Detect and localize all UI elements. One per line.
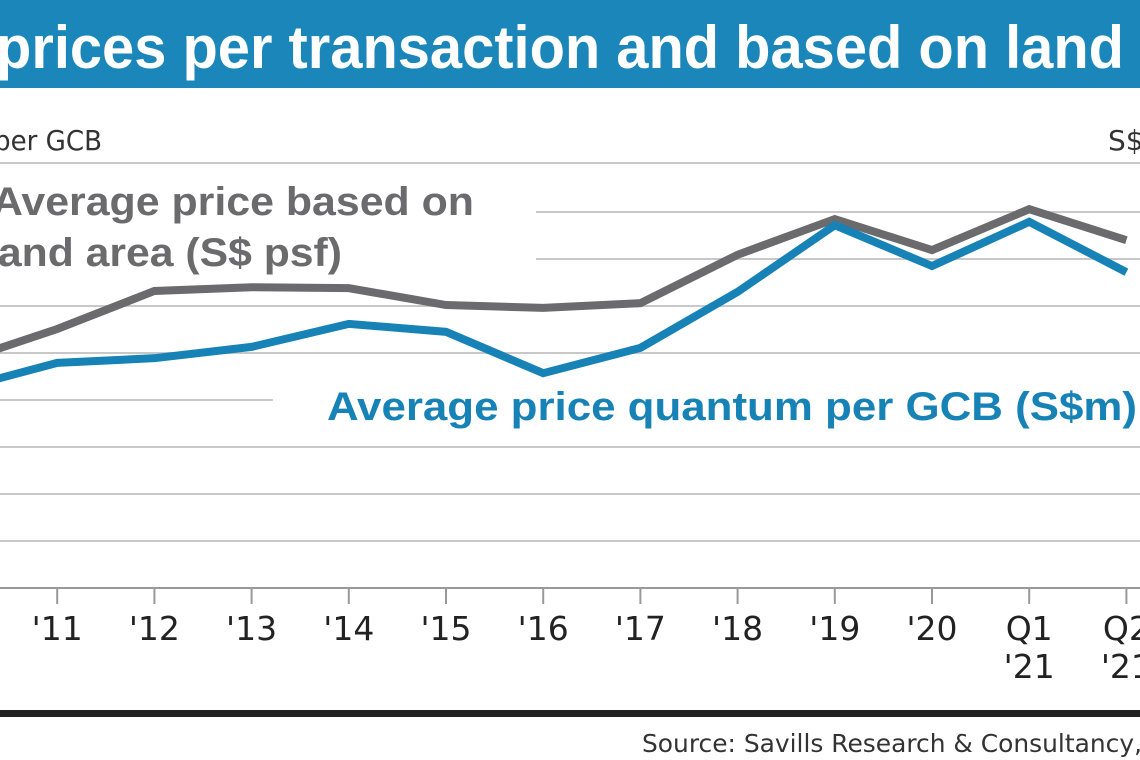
header-bar [0,0,1140,88]
x-tick-label: '17 [615,609,666,648]
left-unit-label: per GCB [0,124,102,157]
right-unit-label: S$ [1108,124,1140,157]
legend-blue: Average price quantum per GCB (S$m) [327,385,1137,429]
bottom-rule [0,710,1140,717]
gridlines [0,211,1140,589]
x-tick-label: '16 [518,609,569,648]
source-note: Source: Savills Research & Consultancy, [642,729,1140,758]
x-tick-label: Q1 [1006,609,1053,648]
x-tick-label: '21 [1101,647,1140,686]
x-tick-label: '14 [323,609,374,648]
series-lines [0,204,1129,383]
legend-gray-line2: land area (S$ psf) [0,231,342,275]
chart-title: prices per transaction and based on land [0,14,1124,81]
x-tick-label: Q2 [1103,609,1140,648]
x-tick-label: '11 [32,609,83,648]
x-tick-label: '13 [226,609,277,648]
x-tick-label: '21 [1004,647,1055,686]
x-tick-label: '15 [420,609,471,648]
x-tick-label: '12 [129,609,180,648]
legend-gray-line1: Average price based on [0,180,474,224]
x-axis: '10'11'12'13'14'15'16'17'18'19'20Q1'21Q2… [32,588,1140,686]
x-tick-label: '20 [906,609,957,648]
x-tick-label: '19 [809,609,860,648]
x-tick-label: '18 [712,609,763,648]
